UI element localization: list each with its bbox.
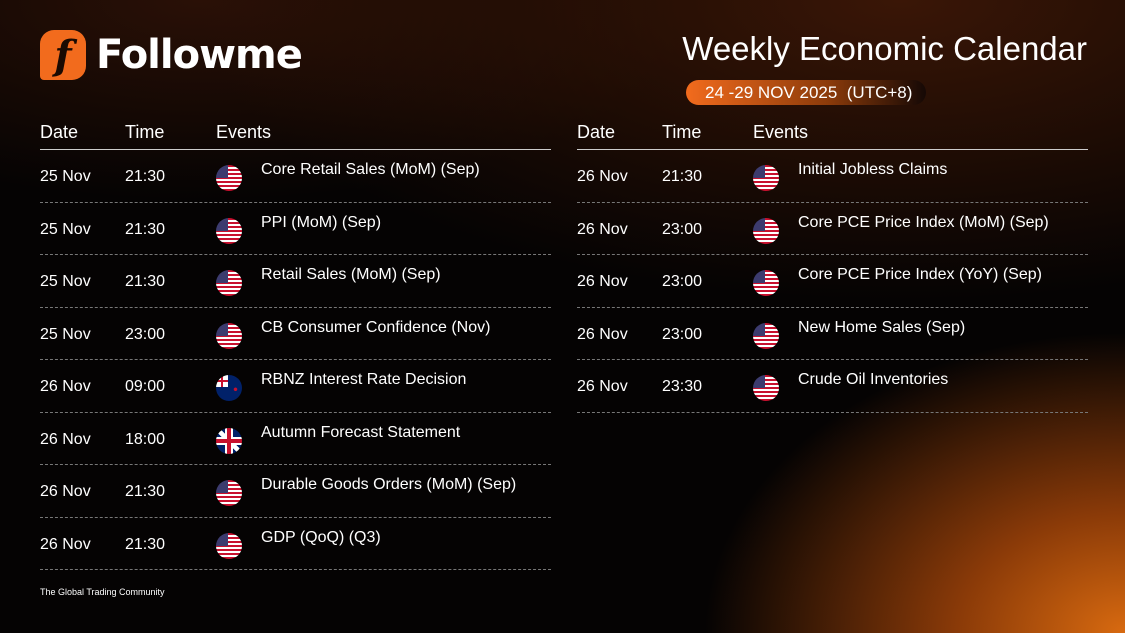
event-date: 25 Nov: [40, 220, 91, 238]
event-time: 21:30: [125, 168, 166, 185]
table-row: 25 Nov 21:30 Core Retail Sales (MoM) (Se…: [40, 150, 551, 203]
event-time: 18:00: [125, 430, 166, 448]
event-time: 23:00: [662, 220, 703, 238]
event-time: 23:00: [125, 325, 166, 343]
event-name: Autumn Forecast Statement: [261, 423, 461, 441]
event-name: Core Retail Sales (MoM) (Sep): [261, 161, 480, 178]
event-name: RBNZ Interest Rate Decision: [261, 371, 467, 388]
us-flag-icon: [216, 480, 242, 506]
table-header: Date Time Events: [577, 118, 1088, 150]
nz-flag-icon: [216, 375, 242, 401]
calendar-table-right: Date Time Events 26 Nov 21:30 Initial Jo…: [577, 118, 1088, 413]
event-date: 26 Nov: [40, 483, 91, 500]
header-date: Date: [577, 122, 616, 142]
event-time: 09:00: [125, 378, 166, 395]
event-time: 23:00: [662, 325, 703, 343]
event-name: Initial Jobless Claims: [798, 161, 948, 178]
event-date: 25 Nov: [40, 325, 91, 343]
tagline: The Global Trading Community: [40, 587, 165, 597]
event-name: CB Consumer Confidence (Nov): [261, 318, 491, 336]
table-row: 26 Nov 21:30 Initial Jobless Claims: [577, 150, 1088, 203]
uk-flag-icon: [216, 427, 242, 454]
event-name: Core PCE Price Index (YoY) (Sep): [798, 266, 1042, 283]
us-flag-icon: [216, 165, 242, 191]
event-time: 21:30: [125, 535, 166, 553]
event-date: 26 Nov: [40, 430, 91, 448]
event-date: 26 Nov: [40, 378, 91, 395]
table-row: 26 Nov 09:00 RBNZ Interest Rate Decision: [40, 360, 551, 413]
event-name: New Home Sales (Sep): [798, 318, 966, 336]
table-row: 25 Nov 21:30 Retail Sales (MoM) (Sep): [40, 255, 551, 308]
us-flag-icon: [753, 217, 779, 244]
us-flag-icon: [753, 270, 779, 296]
brand-name: Followme: [96, 32, 303, 78]
event-time: 21:30: [125, 483, 166, 500]
us-flag-icon: [753, 322, 779, 349]
us-flag-icon: [216, 270, 242, 296]
table-row: 25 Nov 23:00 CB Consumer Confidence (Nov…: [40, 308, 551, 360]
us-flag-icon: [216, 217, 242, 244]
table-row: 26 Nov 23:00 Core PCE Price Index (MoM) …: [577, 203, 1088, 255]
event-date: 26 Nov: [577, 325, 628, 343]
table-header: Date Time Events: [40, 118, 551, 150]
event-time: 21:30: [125, 273, 166, 290]
event-name: Crude Oil Inventories: [798, 371, 949, 388]
us-flag-icon: [753, 165, 779, 191]
event-date: 26 Nov: [577, 220, 628, 238]
event-name: Retail Sales (MoM) (Sep): [261, 266, 441, 283]
event-date: 26 Nov: [577, 378, 628, 395]
table-row: 26 Nov 23:00 New Home Sales (Sep): [577, 308, 1088, 360]
event-time: 23:00: [662, 273, 703, 290]
table-row: 25 Nov 21:30 PPI (MoM) (Sep): [40, 203, 551, 255]
event-name: Durable Goods Orders (MoM) (Sep): [261, 476, 517, 493]
date-range-badge: 24 -29 NOV 2025 (UTC+8): [686, 80, 926, 105]
table-row: 26 Nov 18:00 Autumn Forecast Statement: [40, 413, 551, 465]
header-date: Date: [40, 122, 79, 142]
event-time: 21:30: [125, 220, 166, 238]
event-date: 25 Nov: [40, 273, 91, 290]
event-name: PPI (MoM) (Sep): [261, 213, 382, 231]
table-row: 26 Nov 23:00 Core PCE Price Index (YoY) …: [577, 255, 1088, 308]
header-events: Events: [216, 122, 272, 142]
table-row: 26 Nov 21:30 Durable Goods Orders (MoM) …: [40, 465, 551, 518]
event-date: 25 Nov: [40, 168, 91, 185]
table-row: 26 Nov 23:30 Crude Oil Inventories: [577, 360, 1088, 413]
us-flag-icon: [216, 322, 242, 349]
calendar-table-left: Date Time Events 25 Nov 21:30 Core Retai…: [40, 118, 551, 570]
event-name: Core PCE Price Index (MoM) (Sep): [798, 213, 1049, 231]
event-time: 21:30: [662, 168, 703, 185]
table-row: 26 Nov 21:30 GDP (QoQ) (Q3): [40, 518, 551, 570]
header-time: Time: [125, 122, 165, 142]
us-flag-icon: [216, 532, 242, 559]
event-date: 26 Nov: [577, 168, 628, 185]
event-name: GDP (QoQ) (Q3): [261, 528, 381, 546]
event-date: 26 Nov: [40, 535, 91, 553]
event-time: 23:30: [662, 378, 703, 395]
header-events: Events: [753, 122, 809, 142]
logo: f Followme: [40, 30, 303, 80]
us-flag-icon: [753, 375, 779, 401]
page-title: Weekly Economic Calendar: [682, 30, 1087, 67]
followme-logo-icon: f: [40, 30, 86, 80]
header-time: Time: [662, 122, 702, 142]
event-date: 26 Nov: [577, 273, 628, 290]
